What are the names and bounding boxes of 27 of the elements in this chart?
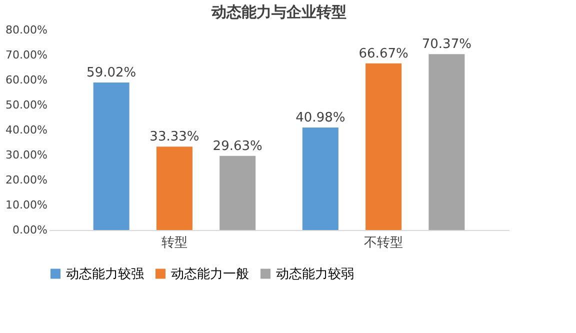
bar [302,128,338,230]
y-tick-label: 60.00% [6,74,48,86]
y-tick-label: 20.00% [6,174,48,186]
y-tick-label: 50.00% [6,98,48,112]
data-label: 29.63% [212,138,262,154]
legend-label: 动态能力较强 [66,266,144,282]
data-label: 40.98% [296,110,346,126]
data-label: 33.33% [150,130,200,145]
y-tick-label: 70.00% [6,48,48,62]
bar [428,54,465,230]
y-tick-label: 40.00% [6,124,48,136]
data-label: 66.67% [358,46,408,62]
y-tick-label: 30.00% [6,148,48,162]
x-tick-label: 转型 [161,236,188,250]
legend-label: 动态能力较弱 [276,266,354,282]
data-label: 70.37% [422,37,472,52]
bar [156,146,192,230]
y-tick-label: 10.00% [6,198,48,212]
y-tick-label: 0.00% [12,224,48,236]
data-label: 59.02% [86,65,136,80]
bar [366,63,402,230]
x-tick-label: 不转型 [364,236,404,250]
legend-label: 动态能力一般 [171,266,249,282]
y-tick-label: 80.00% [6,24,48,36]
chart-title: 动态能力与企业转型 [210,3,346,21]
bar [220,156,256,230]
bar [93,82,130,230]
